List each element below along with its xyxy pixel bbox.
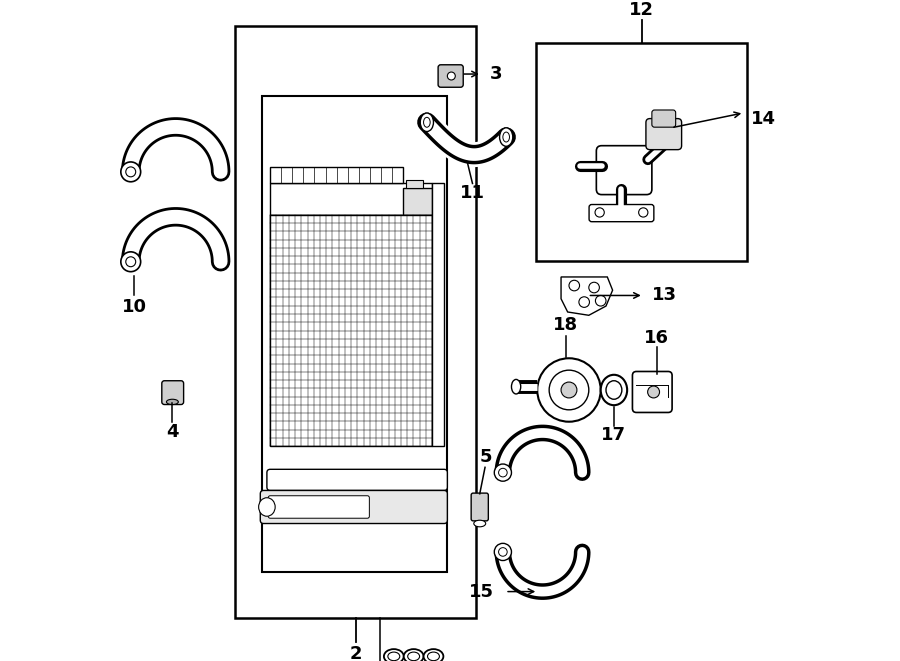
Bar (270, 167, 403, 183)
FancyBboxPatch shape (646, 118, 681, 149)
Ellipse shape (648, 386, 660, 398)
Bar (235, 26, 476, 618)
Ellipse shape (121, 162, 140, 182)
Bar (270, 215, 432, 446)
Ellipse shape (500, 128, 513, 146)
Ellipse shape (384, 649, 404, 661)
Text: 16: 16 (644, 329, 670, 348)
Text: 2: 2 (349, 645, 362, 661)
Ellipse shape (424, 649, 444, 661)
Ellipse shape (428, 652, 439, 661)
Circle shape (595, 208, 604, 217)
FancyBboxPatch shape (590, 204, 654, 221)
Ellipse shape (126, 167, 136, 177)
Text: 12: 12 (629, 1, 654, 19)
Text: 3: 3 (490, 65, 502, 83)
FancyBboxPatch shape (652, 110, 676, 127)
Text: 5: 5 (480, 448, 492, 467)
Text: 17: 17 (601, 426, 626, 444)
Circle shape (639, 208, 648, 217)
FancyBboxPatch shape (438, 65, 464, 87)
Ellipse shape (121, 252, 140, 272)
FancyBboxPatch shape (162, 381, 184, 405)
FancyBboxPatch shape (267, 469, 447, 490)
Text: 18: 18 (554, 316, 578, 334)
Bar (403, 188, 432, 215)
Bar (262, 96, 446, 572)
Text: 14: 14 (751, 110, 776, 128)
Bar (432, 183, 444, 446)
Text: 4: 4 (166, 422, 178, 441)
Circle shape (561, 382, 577, 398)
FancyBboxPatch shape (597, 145, 652, 194)
Ellipse shape (600, 375, 627, 405)
Ellipse shape (606, 381, 622, 399)
Ellipse shape (166, 399, 178, 405)
Ellipse shape (494, 543, 511, 561)
Ellipse shape (388, 652, 400, 661)
Bar (406, 180, 423, 188)
Ellipse shape (494, 464, 511, 481)
Ellipse shape (503, 132, 509, 142)
Text: 10: 10 (122, 297, 147, 316)
Ellipse shape (126, 257, 136, 266)
Bar (270, 215, 432, 228)
Ellipse shape (258, 498, 275, 516)
FancyBboxPatch shape (260, 490, 447, 524)
Text: 13: 13 (652, 286, 678, 305)
Ellipse shape (404, 649, 424, 661)
Polygon shape (561, 277, 613, 315)
Circle shape (596, 295, 606, 306)
Ellipse shape (408, 652, 419, 661)
Bar (270, 183, 432, 215)
Circle shape (537, 358, 600, 422)
FancyBboxPatch shape (633, 371, 672, 412)
Bar (536, 43, 747, 261)
Ellipse shape (473, 520, 486, 527)
Circle shape (549, 370, 589, 410)
Ellipse shape (511, 379, 521, 394)
FancyBboxPatch shape (268, 496, 369, 518)
FancyBboxPatch shape (472, 493, 489, 521)
Circle shape (589, 282, 599, 293)
Ellipse shape (499, 468, 508, 477)
Circle shape (569, 280, 580, 291)
Ellipse shape (420, 113, 434, 132)
Ellipse shape (424, 118, 430, 128)
Ellipse shape (499, 547, 508, 557)
Text: 11: 11 (460, 184, 485, 202)
Circle shape (579, 297, 590, 307)
Ellipse shape (447, 72, 455, 80)
Text: 15: 15 (469, 582, 494, 601)
